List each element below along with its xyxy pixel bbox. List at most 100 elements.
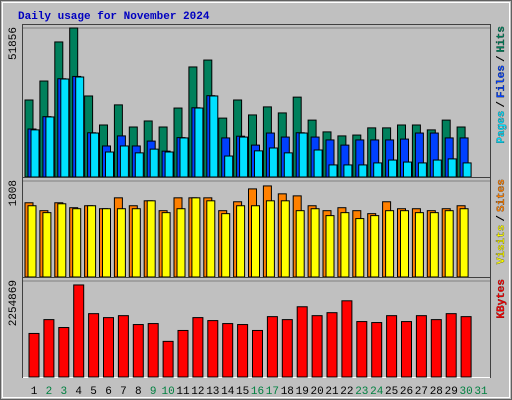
- x-tick-label: 20: [310, 386, 323, 398]
- x-tick-label: 15: [236, 386, 249, 398]
- bar: [45, 116, 55, 178]
- bar: [224, 155, 234, 178]
- legend-entry: Hits: [496, 26, 508, 52]
- x-tick-label: 11: [176, 386, 190, 398]
- y-tick-label: 1808: [8, 180, 20, 206]
- bar: [221, 213, 231, 278]
- bar: [445, 313, 457, 378]
- bar: [313, 149, 323, 178]
- bar: [102, 208, 111, 278]
- bar: [358, 164, 368, 178]
- bar: [162, 340, 174, 378]
- x-tick-label: 21: [325, 386, 339, 398]
- bar: [116, 208, 126, 278]
- bar: [209, 95, 219, 178]
- x-tick-label: 7: [120, 386, 127, 398]
- bar: [191, 197, 201, 278]
- legend-entry: Pages: [496, 111, 508, 144]
- bar: [146, 200, 156, 278]
- bar: [177, 329, 189, 378]
- bar: [28, 332, 40, 378]
- x-tick-label: 22: [340, 386, 353, 398]
- x-tick-label: 23: [355, 386, 368, 398]
- bar: [283, 152, 293, 178]
- bar: [340, 212, 350, 278]
- bar: [296, 306, 308, 378]
- bar: [355, 218, 365, 278]
- bar: [268, 147, 278, 178]
- bar: [388, 159, 398, 178]
- legend: Visits / Sites: [496, 179, 508, 264]
- bar: [432, 159, 442, 178]
- bar: [401, 321, 412, 378]
- x-tick-label: 9: [150, 386, 157, 398]
- bar: [370, 215, 380, 278]
- y-tick-label: 2254869: [8, 280, 20, 326]
- bar: [60, 78, 70, 178]
- bar: [386, 315, 398, 378]
- bar: [134, 152, 144, 178]
- x-tick-label: 28: [430, 386, 443, 398]
- bar: [179, 137, 189, 178]
- bar: [105, 151, 114, 178]
- chart-title: Daily usage for November 2024: [18, 11, 210, 23]
- bar: [103, 317, 114, 378]
- legend: KBytes: [496, 279, 508, 319]
- bar: [280, 200, 290, 278]
- bar: [460, 316, 472, 378]
- legend-separator: /: [496, 55, 508, 62]
- bar: [192, 317, 204, 378]
- x-tick-label: 4: [75, 386, 82, 398]
- bar: [252, 329, 263, 378]
- bar: [459, 208, 469, 278]
- bar: [326, 312, 338, 378]
- bar: [298, 132, 308, 178]
- bar: [42, 212, 52, 278]
- y-tick-label: 51856: [8, 27, 20, 60]
- x-tick-label: 5: [90, 386, 97, 398]
- bar: [58, 327, 70, 378]
- bar: [444, 210, 454, 278]
- bar: [430, 319, 442, 378]
- x-tick-label: 13: [206, 386, 219, 398]
- bar: [371, 322, 383, 378]
- bar: [30, 129, 40, 178]
- bar: [265, 200, 275, 278]
- legend-entry: Visits: [496, 225, 508, 265]
- bar: [131, 208, 141, 278]
- bar: [400, 210, 409, 278]
- bar: [132, 324, 144, 378]
- legend-separator: /: [496, 101, 508, 108]
- bar: [341, 300, 353, 378]
- bar: [385, 210, 395, 278]
- x-tick-label: 24: [370, 386, 384, 398]
- bar: [462, 162, 472, 178]
- x-tick-label: 26: [400, 386, 413, 398]
- bar: [90, 132, 100, 178]
- bar: [237, 324, 249, 378]
- x-tick-label: 25: [385, 386, 398, 398]
- bar: [88, 313, 100, 378]
- x-tick-label: 2: [46, 386, 53, 398]
- bar: [72, 208, 82, 278]
- bar: [373, 162, 383, 178]
- bar: [415, 315, 427, 378]
- bar: [281, 319, 293, 378]
- x-tick-label: 31: [474, 386, 488, 398]
- bar: [43, 319, 55, 378]
- bar: [403, 161, 412, 178]
- bar: [222, 323, 234, 378]
- legend-entry: Files: [496, 65, 508, 98]
- x-tick-label: 14: [221, 386, 235, 398]
- bar: [417, 162, 427, 178]
- x-tick-label: 19: [296, 386, 309, 398]
- bar: [254, 150, 263, 178]
- legend-entry: KBytes: [496, 279, 508, 319]
- bar: [27, 205, 37, 278]
- bar: [328, 164, 338, 178]
- bar: [236, 205, 246, 278]
- bar: [311, 315, 323, 378]
